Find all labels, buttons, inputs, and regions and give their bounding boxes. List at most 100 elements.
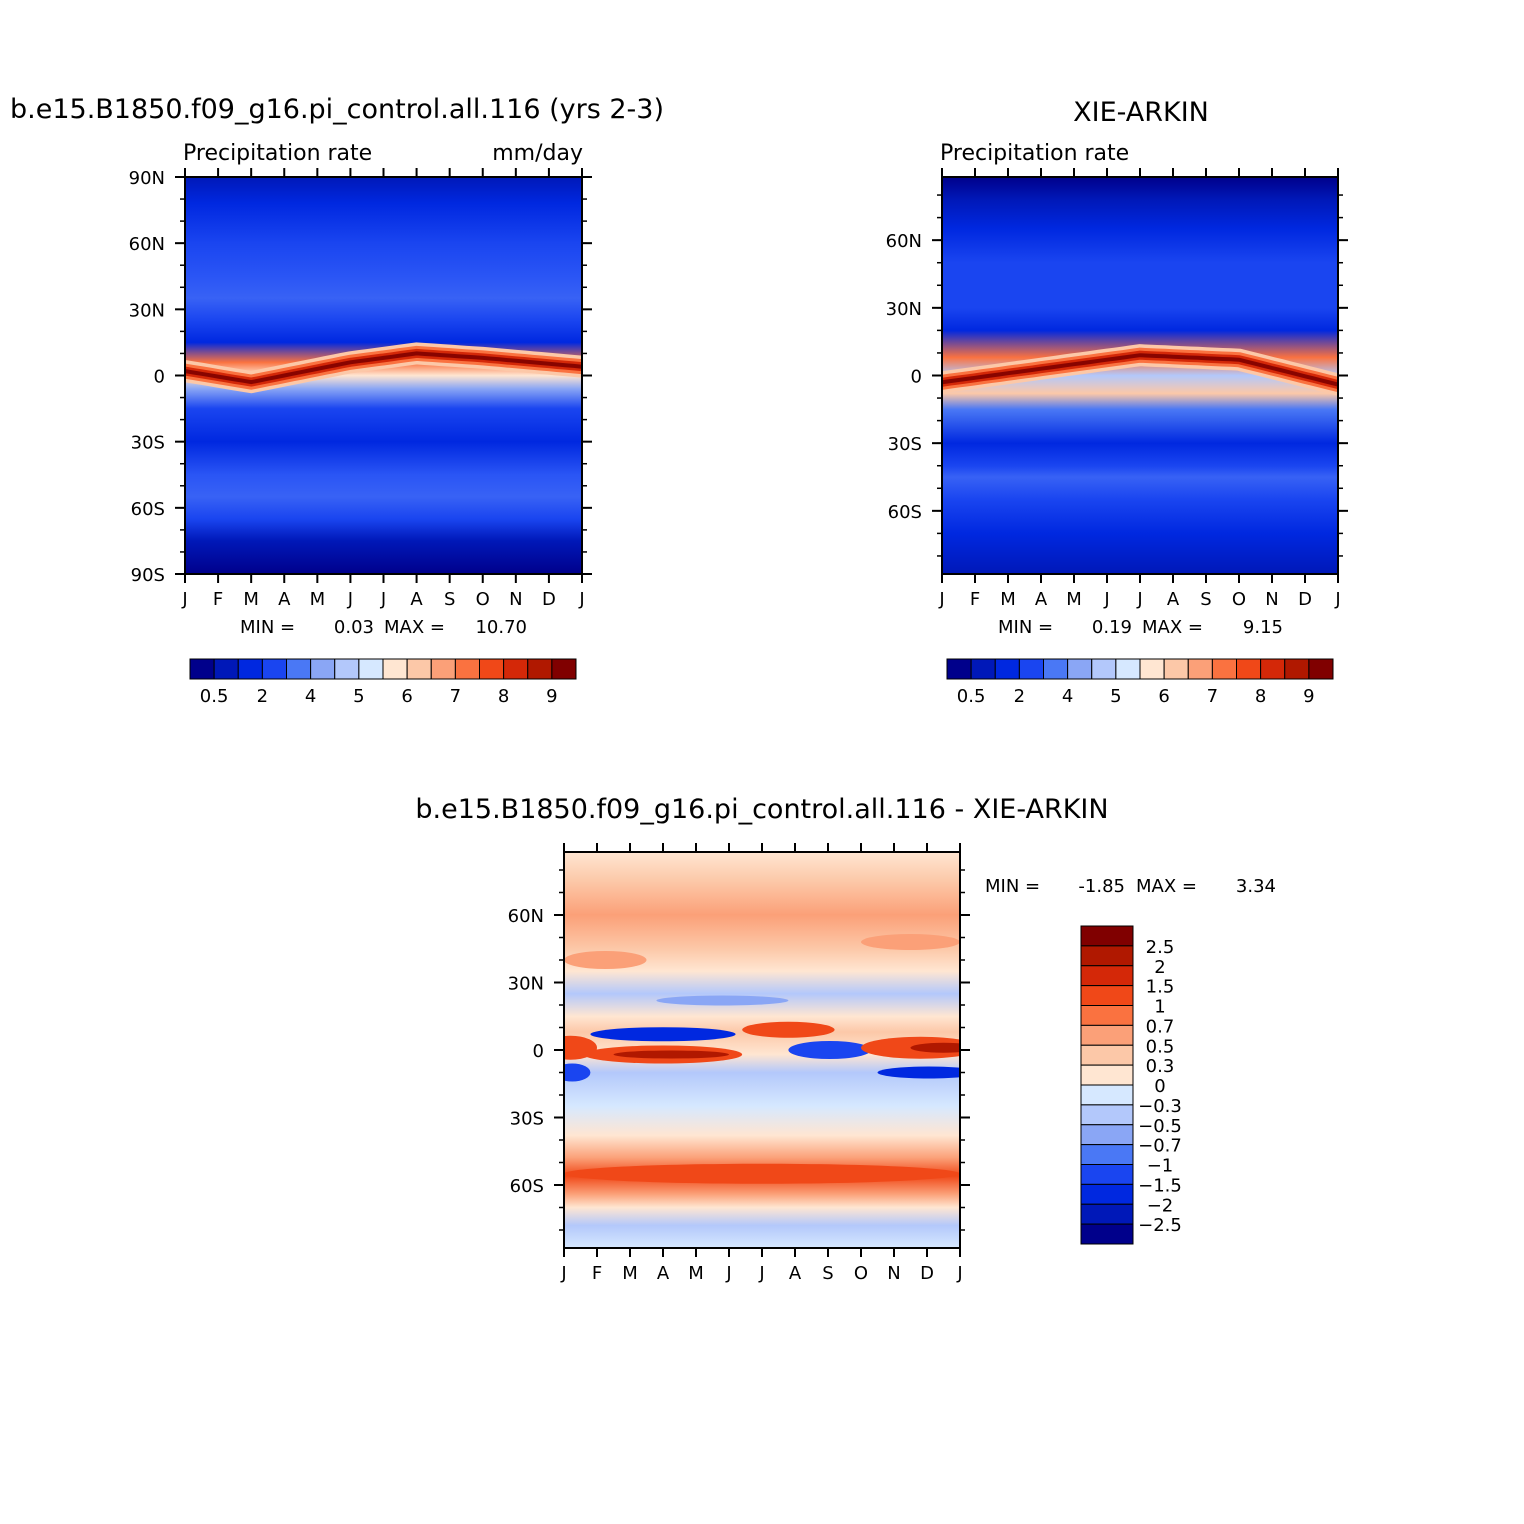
x-tick-label-difference: M <box>622 1263 638 1284</box>
colorbar-box-model <box>334 658 360 680</box>
colorbar-box-model <box>213 658 239 680</box>
y-tick-label-obs: 30S <box>888 434 922 455</box>
colorbar-box-difference <box>1080 945 1134 967</box>
contour-field-difference <box>564 852 960 1248</box>
diff-blob-subtrop-neg <box>656 995 789 1006</box>
colorbar-label-difference: −1 <box>1147 1156 1174 1177</box>
x-tick-label-model: A <box>278 589 291 610</box>
x-tick-label-obs: J <box>1136 589 1142 610</box>
colorbar-label-obs: 6 <box>1158 686 1169 707</box>
x-tick-label-obs: J <box>938 589 944 610</box>
y-tick-label-obs: 60S <box>888 502 922 523</box>
diff-blob-nh-neg <box>590 1027 736 1042</box>
min-value-model: 0.03 <box>334 617 374 638</box>
y-tick-label-model: 30N <box>129 300 165 321</box>
x-tick-label-model: S <box>444 589 455 610</box>
colorbar-box-difference <box>1080 1104 1134 1126</box>
colorbar-box-model <box>310 658 336 680</box>
contour-field-model <box>185 177 582 574</box>
diff-band-sh-storm <box>564 1163 960 1184</box>
y-tick-label-obs: 30N <box>886 299 922 320</box>
colorbar-box-model <box>503 658 529 680</box>
max-label-difference: MAX = <box>1136 876 1197 897</box>
colorbar-label-difference: −1.5 <box>1138 1175 1182 1196</box>
min-label-model: MIN = <box>240 617 295 638</box>
x-tick-label-obs: A <box>1167 589 1180 610</box>
x-tick-label-difference: J <box>758 1263 764 1284</box>
colorbar-label-obs: 9 <box>1303 686 1314 707</box>
colorbar-label-model: 0.5 <box>200 686 229 707</box>
colorbar-label-obs: 8 <box>1255 686 1266 707</box>
x-tick-label-difference: J <box>956 1263 962 1284</box>
left-string-obs: Precipitation rate <box>940 141 1129 166</box>
x-tick-label-difference: M <box>688 1263 704 1284</box>
max-value-model: 10.70 <box>475 617 527 638</box>
x-tick-label-obs: M <box>1066 589 1082 610</box>
colorbar-label-model: 5 <box>353 686 364 707</box>
colorbar-box-obs <box>1260 658 1286 680</box>
colorbar-label-model: 6 <box>401 686 412 707</box>
y-tick-label-difference: 60S <box>510 1176 544 1197</box>
x-tick-label-model: M <box>243 589 259 610</box>
y-tick-label-model: 30S <box>131 433 165 454</box>
colorbar-label-difference: 0 <box>1154 1076 1165 1097</box>
colorbar-box-obs <box>946 658 972 680</box>
x-tick-label-obs: N <box>1265 589 1278 610</box>
y-tick-label-model: 60S <box>131 499 165 520</box>
colorbar-box-obs <box>1139 658 1165 680</box>
min-value-difference: -1.85 <box>1078 876 1125 897</box>
colorbar-label-difference: −0.3 <box>1138 1096 1182 1117</box>
x-tick-label-obs: J <box>1103 589 1109 610</box>
x-tick-label-difference: O <box>854 1263 868 1284</box>
colorbar-box-difference <box>1080 1005 1134 1026</box>
y-tick-label-model: 90N <box>129 168 165 189</box>
colorbar-obs: 0.5 2 4 5 6 7 8 9 <box>946 658 1334 707</box>
x-tick-label-difference: D <box>920 1263 934 1284</box>
diff-blob-west-neg <box>564 1063 591 1082</box>
x-tick-label-model: J <box>181 589 187 610</box>
diff-blob-nh-west <box>564 951 647 969</box>
colorbar-label-obs: 5 <box>1110 686 1121 707</box>
colorbar-label-model: 4 <box>305 686 316 707</box>
colorbar-label-difference: 1 <box>1154 997 1165 1018</box>
colorbar-label-difference: −2 <box>1147 1195 1174 1216</box>
x-tick-label-obs: S <box>1200 589 1211 610</box>
colorbar-box-difference <box>1080 1124 1134 1146</box>
x-tick-label-difference: N <box>887 1263 900 1284</box>
x-tick-label-model: N <box>509 589 522 610</box>
x-tick-label-difference: A <box>657 1263 670 1284</box>
colorbar-box-obs <box>1115 658 1141 680</box>
x-tick-label-obs: D <box>1298 589 1312 610</box>
x-tick-label-obs: J <box>1334 589 1340 610</box>
panel-difference: b.e15.B1850.f09_g16.pi_control.all.116 -… <box>415 794 1276 1284</box>
colorbar-label-difference: −0.5 <box>1138 1116 1182 1137</box>
colorbar-label-model: 7 <box>450 686 461 707</box>
colorbar-box-obs <box>1163 658 1189 680</box>
colorbar-box-obs <box>1067 658 1093 680</box>
x-tick-label-difference: A <box>789 1263 802 1284</box>
title-model: b.e15.B1850.f09_g16.pi_control.all.116 (… <box>10 94 664 125</box>
colorbar-label-obs: 4 <box>1062 686 1073 707</box>
x-tick-label-model: J <box>347 589 353 610</box>
y-tick-label-obs: 0 <box>911 367 922 388</box>
x-tick-label-difference: J <box>560 1263 566 1284</box>
max-label-model: MAX = <box>384 617 445 638</box>
itcz-max-model <box>185 351 582 385</box>
x-tick-label-obs: F <box>970 589 980 610</box>
colorbar-model: 0.5 2 4 5 6 7 8 9 <box>189 658 577 707</box>
colorbar-label-model: 8 <box>498 686 509 707</box>
y-tick-label-model: 90S <box>131 565 165 586</box>
colorbar-box-model <box>527 658 553 680</box>
colorbar-box-difference <box>1080 1164 1134 1185</box>
colorbar-box-model <box>358 658 384 680</box>
colorbar-box-model <box>430 658 456 680</box>
title-obs: XIE-ARKIN <box>1073 97 1209 128</box>
y-tick-label-difference: 60N <box>508 906 544 927</box>
diff-blob-nh-pos <box>861 934 960 950</box>
x-tick-label-obs: O <box>1232 589 1246 610</box>
colorbar-box-obs <box>1018 658 1044 680</box>
